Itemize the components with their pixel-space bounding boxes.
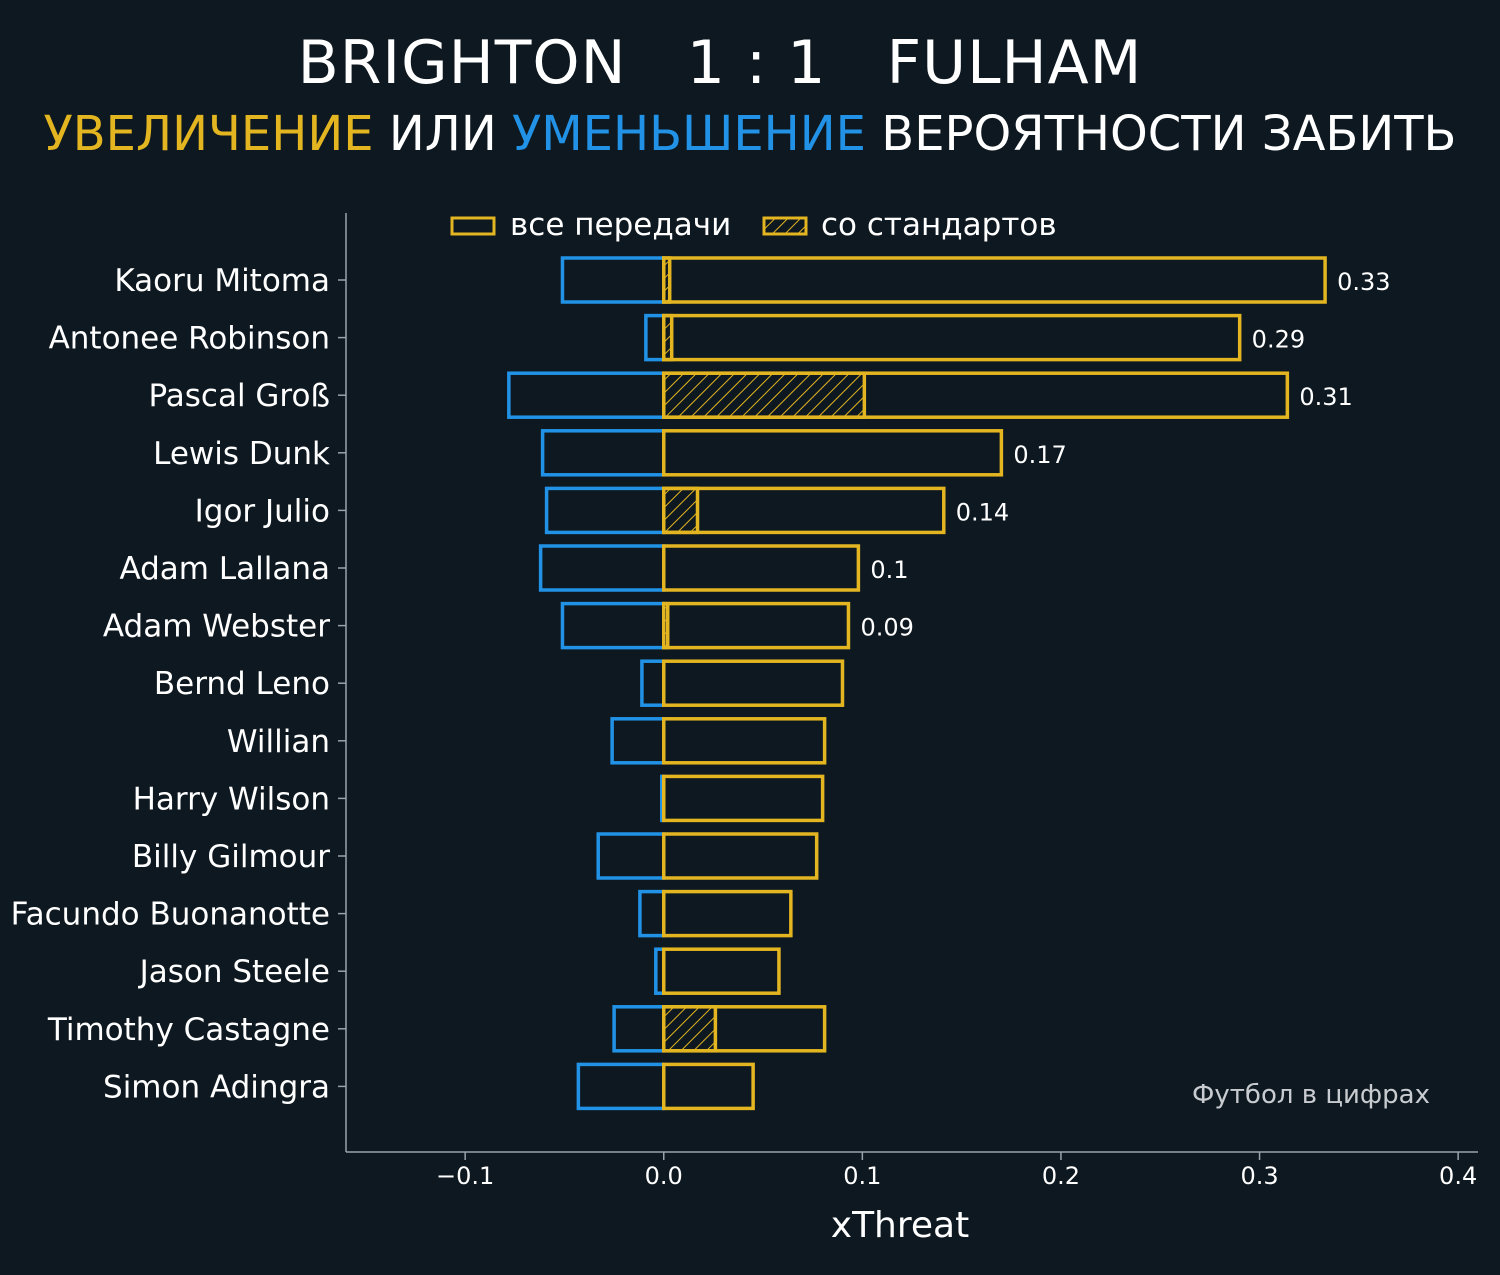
player-label: Billy Gilmour bbox=[132, 839, 330, 875]
x-tick-label: 0.0 bbox=[645, 1162, 683, 1190]
data-label: 0.29 bbox=[1252, 326, 1305, 354]
negative-bar bbox=[644, 313, 666, 362]
positive-bar bbox=[662, 1005, 827, 1053]
negative-bar bbox=[540, 429, 666, 477]
positive-bar bbox=[662, 889, 793, 938]
player-label: Igor Julio bbox=[195, 493, 330, 529]
legend-label-set-pieces: со стандартов bbox=[821, 207, 1057, 243]
positive-bar bbox=[662, 544, 861, 592]
player-label: Adam Webster bbox=[103, 609, 330, 645]
positive-bar bbox=[662, 256, 1327, 304]
player-label: Bernd Leno bbox=[154, 666, 330, 702]
x-tick-label: 0.2 bbox=[1042, 1162, 1080, 1190]
x-axis-title: xThreat bbox=[831, 1205, 969, 1246]
legend-swatch-all-passes bbox=[450, 216, 496, 236]
match-score: 1 : 1 bbox=[686, 28, 827, 98]
home-team: BRIGHTON bbox=[297, 28, 627, 98]
credit-label: Футбол в цифрах bbox=[1192, 1080, 1430, 1110]
subtitle-increase: УВЕЛИЧЕНИЕ bbox=[43, 106, 374, 162]
negative-bar bbox=[612, 1005, 666, 1053]
set-piece-bar bbox=[662, 486, 700, 535]
subtitle-or: ИЛИ bbox=[373, 106, 512, 162]
player-label: Simon Adingra bbox=[103, 1069, 330, 1105]
set-piece-bar bbox=[662, 1005, 718, 1053]
data-label: 0.31 bbox=[1299, 383, 1352, 411]
subtitle-decrease: УМЕНЬШЕНИЕ bbox=[512, 106, 866, 162]
player-label: Lewis Dunk bbox=[153, 436, 330, 472]
player-label: Facundo Buonanotte bbox=[11, 897, 330, 933]
set-piece-bar bbox=[662, 371, 867, 419]
positive-bar bbox=[662, 832, 819, 880]
legend-label-all-passes: все передачи bbox=[510, 207, 731, 243]
data-label: 0.17 bbox=[1013, 441, 1066, 469]
player-label: Harry Wilson bbox=[133, 781, 330, 817]
player-label: Jason Steele bbox=[138, 954, 330, 990]
positive-bar bbox=[662, 429, 1004, 477]
negative-bar bbox=[560, 256, 666, 304]
negative-bar bbox=[576, 1062, 666, 1111]
negative-bar bbox=[544, 486, 666, 535]
positive-bar bbox=[662, 659, 845, 707]
chart-title: BRIGHTON 1 : 1 FULHAM bbox=[0, 28, 1440, 98]
x-tick-label: 0.4 bbox=[1439, 1162, 1477, 1190]
positive-bar bbox=[662, 774, 825, 823]
player-label: Willian bbox=[227, 724, 330, 760]
positive-bar bbox=[662, 1062, 755, 1111]
negative-bar bbox=[610, 717, 666, 765]
negative-bar bbox=[507, 371, 666, 419]
chart-subtitle: УВЕЛИЧЕНИЕ ИЛИ УМЕНЬШЕНИЕ ВЕРОЯТНОСТИ ЗА… bbox=[0, 106, 1500, 162]
negative-bar bbox=[638, 889, 666, 938]
away-team: FULHAM bbox=[886, 28, 1143, 98]
data-label: 0.09 bbox=[860, 614, 913, 642]
legend: все передачи со стандартов bbox=[450, 207, 1057, 243]
data-label: 0.14 bbox=[956, 498, 1009, 526]
subtitle-rest: ВЕРОЯТНОСТИ ЗАБИТЬ bbox=[866, 106, 1457, 162]
negative-bar bbox=[596, 832, 666, 880]
x-tick-label: 0.1 bbox=[843, 1162, 881, 1190]
player-label: Kaoru Mitoma bbox=[114, 263, 330, 299]
data-label: 0.33 bbox=[1337, 268, 1390, 296]
legend-swatch-set-pieces bbox=[762, 216, 808, 236]
positive-bar bbox=[662, 601, 851, 650]
positive-bar bbox=[662, 313, 1242, 362]
x-tick-label: 0.3 bbox=[1240, 1162, 1278, 1190]
positive-bar bbox=[662, 947, 781, 995]
negative-bar bbox=[640, 659, 666, 707]
x-tick-label: −0.1 bbox=[436, 1162, 494, 1190]
player-label: Antonee Robinson bbox=[49, 321, 330, 357]
player-label: Adam Lallana bbox=[119, 551, 330, 587]
positive-bar bbox=[662, 371, 1290, 419]
player-label: Timothy Castagne bbox=[47, 1012, 330, 1048]
data-label: 0.1 bbox=[870, 556, 908, 584]
positive-bar bbox=[662, 717, 827, 765]
negative-bar bbox=[538, 544, 666, 592]
negative-bar bbox=[560, 601, 666, 650]
player-label: Pascal Groß bbox=[148, 378, 330, 414]
positive-bar bbox=[662, 486, 946, 535]
